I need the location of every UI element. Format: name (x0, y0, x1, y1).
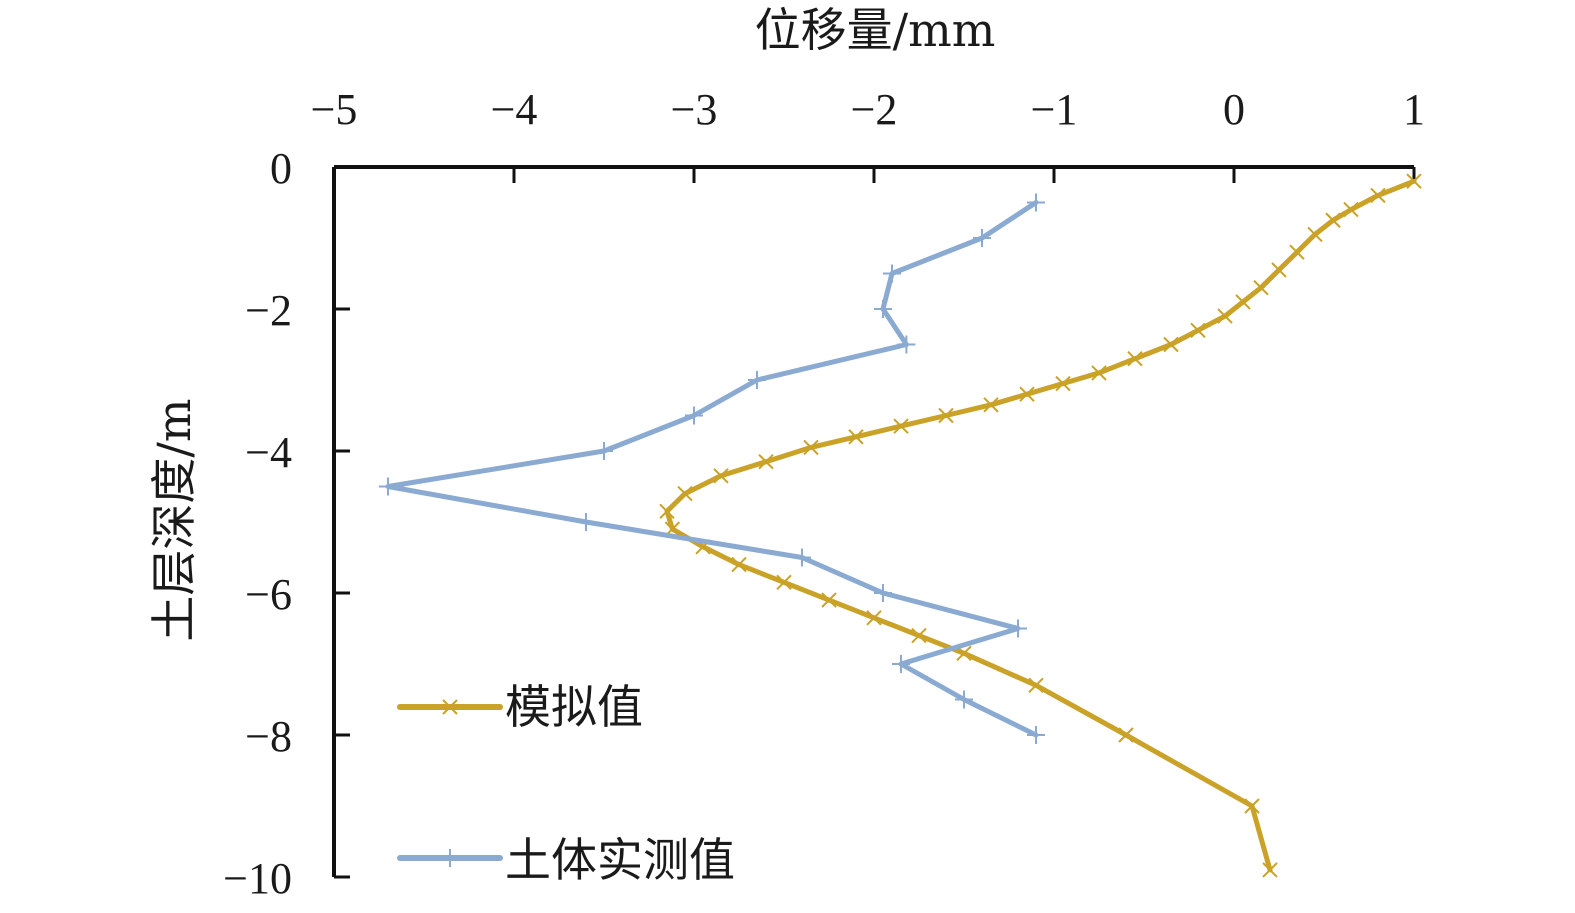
data-point (1370, 187, 1386, 204)
series-line (385, 200, 1039, 738)
plot-axes (332, 165, 1416, 879)
data-point (1289, 244, 1305, 260)
y-tick-label: 0 (270, 144, 292, 193)
y-tick-label: −4 (245, 428, 292, 477)
data-point (803, 439, 819, 456)
data-point (1262, 862, 1278, 878)
data-point (677, 485, 693, 502)
data-point (1190, 322, 1206, 339)
x-tick-label: −2 (851, 85, 898, 134)
data-point (1217, 308, 1233, 324)
data-point (1271, 262, 1287, 278)
data-point (1253, 279, 1269, 296)
data-point (1244, 798, 1260, 814)
x-tick-label: −1 (1031, 85, 1078, 134)
data-point (713, 468, 729, 484)
x-tick-label: −5 (311, 85, 358, 134)
series-measured (379, 193, 1045, 744)
legend-item-measured: 土体实测值 (397, 833, 735, 887)
data-point (893, 418, 909, 434)
series-simulated (659, 173, 1422, 878)
data-point (1325, 212, 1341, 228)
series-layer (379, 173, 1422, 878)
legend-label-measured: 土体实测值 (505, 833, 735, 887)
y-tick-label: −8 (245, 712, 292, 761)
data-point (848, 429, 864, 445)
data-point (659, 503, 675, 520)
data-point (983, 397, 999, 413)
y-axis-title: 土层深度/m (147, 398, 201, 641)
series-line (664, 178, 1417, 873)
legend-marker (442, 699, 458, 715)
data-point (1118, 727, 1134, 743)
data-point (1235, 294, 1251, 310)
y-tick-label: −6 (245, 570, 292, 619)
y-tick-label: −2 (245, 286, 292, 335)
x-axis-title: 位移量/mm (755, 3, 996, 57)
data-point (1028, 677, 1044, 694)
data-point (1127, 350, 1143, 367)
data-point (1307, 226, 1323, 243)
data-point (731, 556, 747, 573)
legend-marker-measured (441, 849, 459, 867)
legend-item-simulated: 模拟值 (397, 680, 643, 734)
data-point (758, 453, 774, 470)
data-point (1055, 375, 1071, 392)
x-tick-label: 0 (1223, 85, 1245, 134)
legend: 模拟值 土体实测值 (397, 680, 735, 887)
data-point (821, 592, 837, 608)
legend-label-simulated: 模拟值 (505, 680, 643, 734)
data-point (866, 610, 882, 626)
data-point (938, 407, 954, 424)
data-point (776, 574, 792, 591)
x-tick-label: 1 (1403, 85, 1425, 134)
data-point (956, 645, 972, 662)
tick-labels: −5 −4 −3 −2 −1 0 10−2−4−6−8−10 (223, 85, 1425, 903)
data-point (1019, 386, 1035, 402)
y-tick-label: −10 (223, 854, 292, 903)
data-point (1091, 365, 1107, 381)
data-point (1406, 173, 1422, 189)
x-tick-label: −4 (491, 85, 538, 134)
data-point (1343, 201, 1359, 218)
legend-marker-simulated (442, 699, 458, 715)
data-point (1163, 336, 1179, 353)
data-point (911, 627, 927, 644)
x-tick-label: −3 (671, 85, 718, 134)
